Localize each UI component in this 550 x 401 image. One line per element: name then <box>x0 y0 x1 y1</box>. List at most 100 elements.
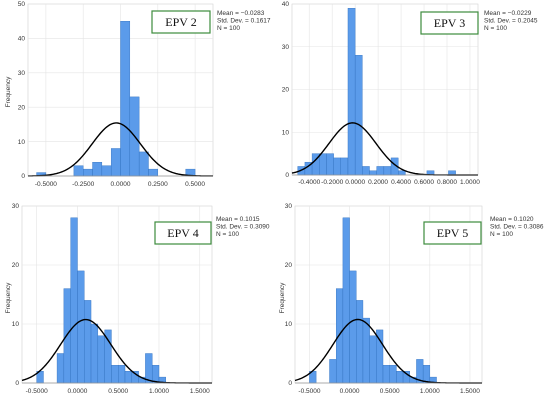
y-tick-label: 50 <box>18 1 26 8</box>
histogram-bar <box>422 365 431 384</box>
y-tick-label: 0 <box>21 173 25 180</box>
y-tick-label: 30 <box>285 203 293 210</box>
histogram-bar <box>347 8 356 176</box>
x-tick-label: 0.5000 <box>108 388 128 395</box>
panel-title-badge <box>420 11 479 35</box>
stats-line: Std. Dev. = 0.3086 <box>490 224 544 231</box>
histogram-bar <box>83 168 93 177</box>
x-tick-label: 1.0000 <box>460 179 480 186</box>
x-tick-label: 1.0000 <box>420 388 440 395</box>
x-tick-label: 0.8000 <box>437 179 457 186</box>
y-tick-label: 10 <box>285 321 293 328</box>
stats-line: Std. Dev. = 0.1617 <box>217 18 271 25</box>
x-tick-label: 0.0000 <box>345 179 365 186</box>
y-axis-label: Frequency <box>5 282 12 313</box>
histogram-panel-1: 0 10 20 30 40 50 -0.5000 -0.2500 0.0000 0.2500 0.5… <box>5 1 271 188</box>
stats-line: Mean = −0.0229 <box>484 10 532 17</box>
stats-line: Std. Dev. = 0.3090 <box>216 224 270 231</box>
histogram-bar <box>110 148 121 177</box>
stats-line: Std. Dev. = 0.2045 <box>484 18 538 25</box>
histogram-bar <box>138 151 149 177</box>
histogram-bar <box>340 157 349 176</box>
histogram-bar <box>56 353 65 384</box>
histogram-bar <box>77 270 85 384</box>
x-tick-label: 1.0000 <box>149 388 169 395</box>
panel-title: EPV 5 <box>437 226 468 240</box>
histogram-bar <box>362 166 370 176</box>
histogram-bar <box>70 217 78 384</box>
x-tick-label: -0.5000 <box>35 181 57 188</box>
y-tick-label: 30 <box>18 70 26 77</box>
histogram-bar <box>319 153 327 176</box>
normal-curve <box>27 122 213 177</box>
histogram-panel-3: 0 10 20 30 -0.5000 0.0000 0.5000 1.0000 1.5000 Fr… <box>5 203 270 395</box>
histogram-bar <box>152 365 160 384</box>
stats-line: Mean = −0.0283 <box>217 10 265 17</box>
y-axis-label: Frequency <box>5 76 12 107</box>
x-tick-label: -0.4000 <box>298 179 320 186</box>
panel-title: EPV 3 <box>434 16 465 30</box>
histogram-bar <box>349 270 357 384</box>
histogram-bar <box>73 165 84 177</box>
histogram-bar <box>354 55 363 176</box>
histogram-bar <box>333 157 341 176</box>
histogram-bar <box>63 288 71 384</box>
histogram-bar <box>335 288 344 384</box>
histogram-bar <box>376 166 385 176</box>
y-tick-label: 10 <box>18 139 26 146</box>
stats-line: N = 100 <box>217 25 240 32</box>
x-tick-label: 1.5000 <box>190 388 210 395</box>
x-tick-label: 0.5000 <box>185 181 205 188</box>
y-axis-label: Frequency <box>279 282 286 313</box>
stats-line: N = 100 <box>484 25 507 32</box>
x-tick-label: -0.2000 <box>321 179 343 186</box>
x-tick-label: 0.0000 <box>111 181 131 188</box>
y-tick-label: 0 <box>288 380 292 387</box>
x-tick-label: -0.2500 <box>72 181 94 188</box>
histogram-panel-2: 0 10 20 30 40 -0.4000 -0.2000 0.0000 0.2000 0.400… <box>282 1 538 186</box>
stats-line: Mean = 0.1015 <box>216 216 260 223</box>
histogram-bar <box>362 317 370 384</box>
histogram-bar <box>111 365 119 384</box>
histogram-bar <box>369 335 377 384</box>
histogram-bar <box>396 371 404 384</box>
histogram-bar <box>389 365 397 384</box>
histogram-panel-4: 0 10 20 30 -0.5000 0.0000 0.5000 1.0000 1.5000 Fr… <box>279 203 544 395</box>
y-tick-label: 40 <box>18 36 26 43</box>
y-tick-label: 10 <box>282 129 290 136</box>
y-tick-label: 20 <box>18 104 26 111</box>
histogram-bar <box>97 335 105 384</box>
histogram-bar <box>148 168 158 177</box>
x-tick-label: 0.5000 <box>380 388 400 395</box>
histogram-bar <box>369 170 377 176</box>
panel-title-badge <box>423 221 482 245</box>
x-tick-label: 0.2000 <box>368 179 388 186</box>
y-tick-label: 30 <box>282 44 290 51</box>
histogram-bar <box>376 329 384 384</box>
panel-title: EPV 2 <box>165 15 196 29</box>
histogram-bar <box>145 353 153 384</box>
panel-title: EPV 4 <box>167 226 198 240</box>
panel-title-badge <box>151 10 211 34</box>
stats-line: Mean = 0.1020 <box>490 216 534 223</box>
y-tick-label: 10 <box>12 321 20 328</box>
x-tick-label: 0.4000 <box>391 179 411 186</box>
y-tick-label: 40 <box>282 1 290 8</box>
histogram-bar <box>383 166 392 176</box>
histogram-bar <box>382 365 390 384</box>
y-tick-label: 30 <box>12 203 20 210</box>
y-tick-label: 0 <box>15 380 19 387</box>
x-tick-label: 0.2500 <box>148 181 168 188</box>
x-tick-label: -0.5000 <box>26 388 48 395</box>
histogram-bar <box>104 329 112 384</box>
stats-line: N = 100 <box>490 231 513 238</box>
histogram-bar <box>124 371 133 384</box>
histogram-bar <box>326 153 334 176</box>
histogram-bar <box>118 365 126 384</box>
y-tick-label: 20 <box>12 262 20 269</box>
histogram-bar <box>120 21 131 177</box>
histogram-bar <box>101 165 112 177</box>
x-tick-label: 0.0000 <box>68 388 88 395</box>
y-tick-label: 0 <box>285 172 289 179</box>
